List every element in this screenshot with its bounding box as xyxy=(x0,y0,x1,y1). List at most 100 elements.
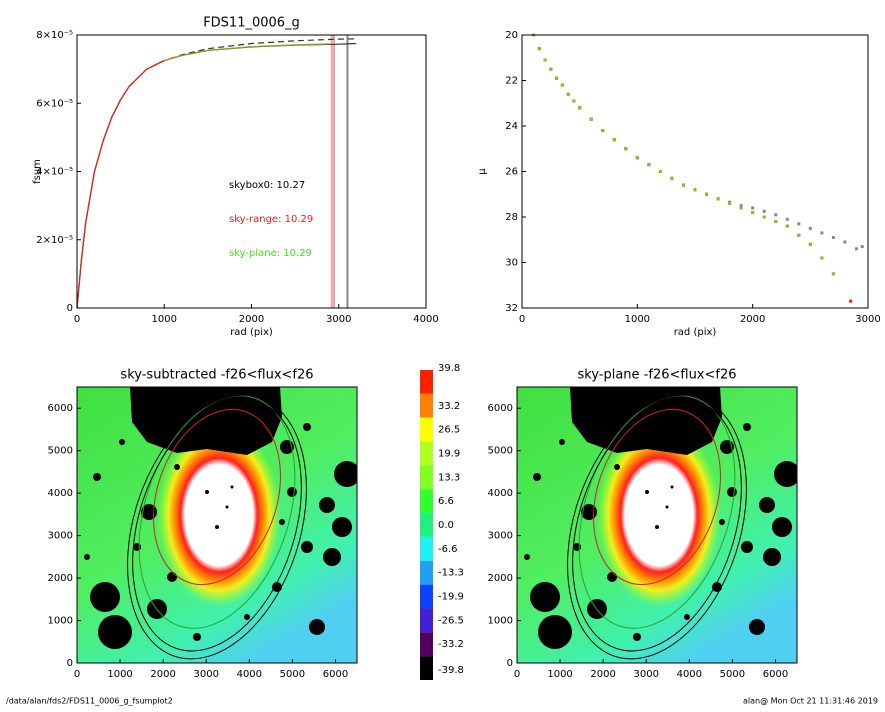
point xyxy=(831,272,835,276)
x-tick-label: 1000 xyxy=(547,669,572,680)
point xyxy=(658,170,662,173)
x-tick-label: 0 xyxy=(74,669,80,680)
y-tick-label: 6000 xyxy=(48,403,73,414)
x-axis-label: rad (pix) xyxy=(230,327,273,338)
y-axis-label: μ xyxy=(477,168,488,175)
point xyxy=(860,245,864,249)
point xyxy=(797,233,801,237)
x-tick-label: 2000 xyxy=(590,669,615,680)
series-line xyxy=(76,60,165,309)
point xyxy=(647,163,651,167)
footer-stamp: alan@ Mon Oct 21 11:31:46 2019 xyxy=(743,697,878,706)
point xyxy=(808,226,812,230)
series-line xyxy=(76,43,331,309)
sky-image xyxy=(77,372,360,682)
x-tick-label: 4000 xyxy=(413,314,438,325)
color-swatch xyxy=(420,489,433,514)
plot-frame xyxy=(521,34,869,309)
y-tick-label: 32 xyxy=(505,303,518,314)
y-tick-label: 2000 xyxy=(48,573,73,584)
point xyxy=(624,147,628,151)
point xyxy=(739,206,743,210)
point xyxy=(849,299,853,303)
color-level-label: 33.2 xyxy=(438,401,460,412)
color-level-label: 6.6 xyxy=(438,496,454,507)
plot-frame xyxy=(76,386,358,664)
chart-title: sky-subtracted -f26<flux<f26 xyxy=(120,368,313,383)
point xyxy=(751,210,755,214)
y-tick-label: 22 xyxy=(505,76,518,87)
color-swatch xyxy=(420,632,433,657)
color-level-label: -33.2 xyxy=(438,639,464,650)
point xyxy=(774,220,778,224)
plot-frame xyxy=(76,34,427,309)
y-tick-label: 4×10⁻⁵ xyxy=(36,167,73,178)
color-swatch xyxy=(420,536,433,561)
y-tick-label: 8×10⁻⁵ xyxy=(36,30,73,41)
x-tick-label: 1000 xyxy=(152,314,177,325)
point xyxy=(785,217,789,221)
color-level-label: 26.5 xyxy=(438,425,460,436)
x-tick-label: 2000 xyxy=(740,314,765,325)
point xyxy=(820,256,824,260)
color-level-label: 13.3 xyxy=(438,472,460,483)
annotation: sky-plane: 10.29 xyxy=(229,248,312,259)
point xyxy=(681,183,685,187)
color-swatch xyxy=(420,513,433,537)
x-tick-label: 5000 xyxy=(720,669,745,680)
color-swatch xyxy=(420,584,433,609)
x-tick-label: 6000 xyxy=(323,669,348,680)
point xyxy=(774,213,778,217)
point xyxy=(572,99,576,103)
color-swatch xyxy=(420,441,433,466)
y-tick-label: 4000 xyxy=(488,488,513,499)
annotation: skybox0: 10.27 xyxy=(229,180,305,191)
y-tick-label: 2×10⁻⁵ xyxy=(36,235,73,246)
x-tick-label: 6000 xyxy=(763,669,788,680)
color-swatch xyxy=(420,608,433,633)
y-tick-label: 1000 xyxy=(48,616,73,627)
y-tick-label: 30 xyxy=(505,258,518,269)
point xyxy=(797,222,801,226)
point xyxy=(543,58,547,62)
point xyxy=(578,106,582,110)
point xyxy=(635,156,639,160)
point xyxy=(739,204,743,208)
y-tick-label: 28 xyxy=(505,212,518,223)
point xyxy=(566,92,570,96)
point xyxy=(601,129,605,133)
color-level-label: -26.5 xyxy=(438,615,464,626)
sky-image xyxy=(517,372,800,682)
point xyxy=(537,47,541,51)
y-tick-label: 5000 xyxy=(488,446,513,457)
series-line xyxy=(76,38,357,309)
color-level-label: -19.9 xyxy=(438,592,464,603)
point xyxy=(693,188,697,192)
y-tick-label: 2000 xyxy=(488,573,513,584)
plot-frame xyxy=(516,386,798,664)
x-tick-label: 1000 xyxy=(107,669,132,680)
x-tick-label: 3000 xyxy=(634,669,659,680)
x-tick-label: 3000 xyxy=(194,669,219,680)
x-tick-label: 4000 xyxy=(237,669,262,680)
y-tick-label: 6×10⁻⁵ xyxy=(36,98,73,109)
x-tick-label: 4000 xyxy=(677,669,702,680)
y-tick-label: 24 xyxy=(505,121,518,132)
color-swatch xyxy=(420,393,433,418)
point xyxy=(762,209,766,213)
point xyxy=(843,240,847,244)
point xyxy=(555,76,559,80)
y-tick-label: 20 xyxy=(505,30,518,41)
point xyxy=(612,138,616,142)
point xyxy=(716,197,720,201)
color-swatch xyxy=(420,417,433,442)
y-tick-label: 0 xyxy=(67,303,73,314)
x-tick-label: 2000 xyxy=(239,314,264,325)
x-tick-label: 1000 xyxy=(625,314,650,325)
y-tick-label: 0 xyxy=(507,658,513,669)
y-tick-label: 5000 xyxy=(48,446,73,457)
chart-title: FDS11_0006_g xyxy=(203,16,300,31)
y-tick-label: 0 xyxy=(67,658,73,669)
x-tick-label: 0 xyxy=(514,669,520,680)
